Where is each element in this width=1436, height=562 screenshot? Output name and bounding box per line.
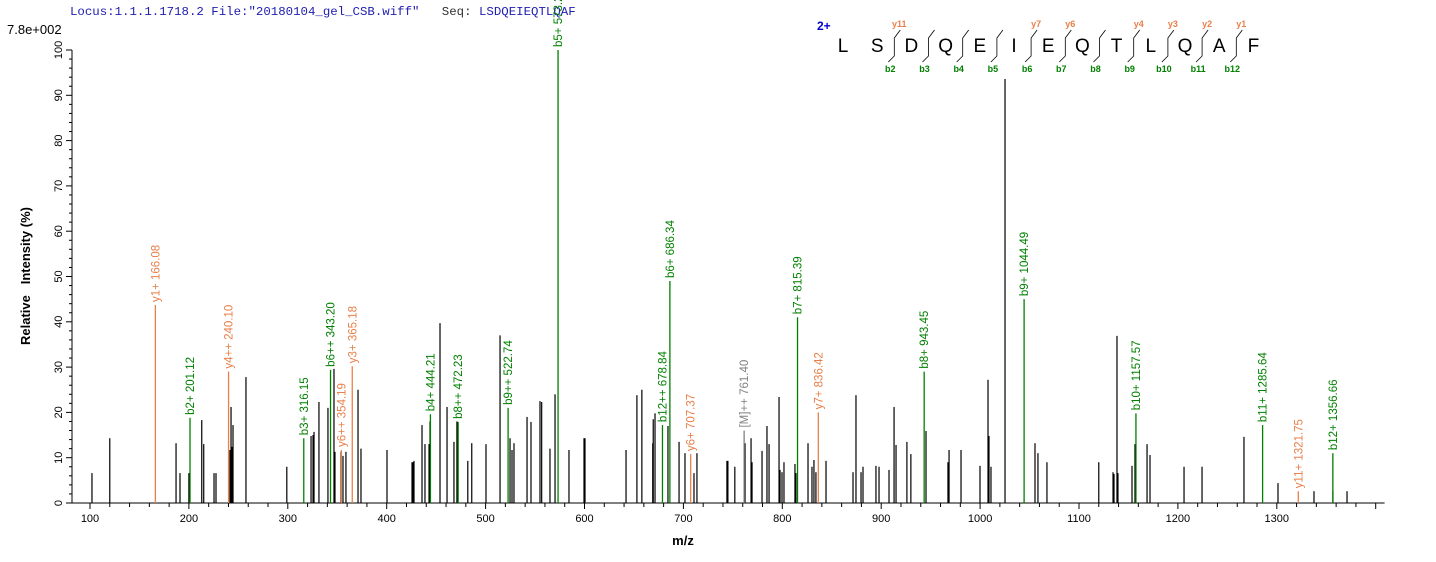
b-ion-label: b6 (1022, 64, 1033, 74)
y-ion-label: y4 (1134, 19, 1144, 29)
fragment-marker (922, 29, 935, 63)
peak-label: b10+ 1157.57 (1131, 340, 1143, 410)
x-tick-label: 1200 (1166, 513, 1190, 525)
b-ion-label: b10 (1156, 64, 1172, 74)
sequence-residue: Q (1178, 36, 1193, 57)
peak-label: b3+ 316.15 (299, 377, 311, 435)
fragment-marker (1093, 29, 1106, 63)
y-ion-label: y7 (1031, 19, 1041, 29)
spectrum-header: Locus:1.1.1.1718.2 File:"20180104_gel_CS… (70, 5, 576, 19)
sequence-residue: A (1213, 36, 1226, 57)
y-tick-label: 40 (53, 316, 65, 328)
peak-label: b9+ 1044.49 (1019, 232, 1031, 296)
y-tick-label: 0 (53, 500, 65, 506)
y-axis-label: Relative Intensity (%) (18, 207, 33, 345)
x-tick-label: 800 (773, 513, 791, 525)
intensity-scale-label: 7.8e+002 (7, 22, 62, 37)
y-ion-label: y1 (1236, 19, 1246, 29)
x-tick-label: 700 (674, 513, 692, 525)
x-tick-label: 200 (180, 513, 198, 525)
peak-label: b12++ 678.84 (657, 350, 669, 422)
y-ion-label: y2 (1202, 19, 1212, 29)
peak-label: y1+ 166.08 (150, 245, 162, 302)
x-axis-label: m/z (672, 533, 694, 548)
fragment-marker (1059, 29, 1072, 63)
sequence-residue: E (1042, 36, 1055, 57)
peak-label: b8+ 943.45 (919, 311, 931, 369)
y-tick-label: 90 (53, 89, 65, 101)
x-tick-label: 600 (575, 513, 593, 525)
fragment-marker (888, 29, 901, 63)
sequence-residue: L (1146, 36, 1157, 57)
peak-label: y6+ 707.37 (686, 394, 698, 451)
y-tick-label: 30 (53, 361, 65, 373)
b-ion-label: b5 (988, 64, 999, 74)
b-ion-label: b11 (1191, 64, 1206, 74)
y-tick-label: 60 (53, 225, 65, 237)
peak-label: b9++ 522.74 (503, 340, 515, 405)
peak-label: y11+ 1321.75 (1293, 419, 1305, 488)
seq-label: Seq: (441, 5, 472, 19)
peak-label: b5+ 573.26 (553, 0, 565, 47)
peak-label: b2+ 201.12 (185, 357, 197, 415)
y-tick-label: 20 (53, 406, 65, 418)
sequence-residue: T (1111, 36, 1123, 57)
sequence-residue: F (1248, 36, 1260, 57)
sequence-residue: Q (938, 36, 953, 57)
fragment-marker (1161, 29, 1175, 63)
x-tick-label: 1300 (1265, 513, 1289, 525)
b-ion-label: b12 (1225, 64, 1241, 74)
peak-label: y3+ 365.18 (347, 306, 359, 363)
b-ion-label: b2 (885, 64, 896, 74)
y-tick-label: 50 (53, 270, 65, 282)
fragment-marker (990, 29, 1004, 63)
y-tick-label: 80 (53, 134, 65, 146)
x-tick-label: 500 (476, 513, 494, 525)
peak-label: b6++ 343.20 (326, 302, 338, 367)
file-text: File:"20180104_gel_CSB.wiff" (211, 5, 420, 19)
locus-text: Locus:1.1.1.1718.2 (70, 5, 204, 19)
b-ion-label: b4 (953, 64, 964, 74)
fragment-marker (956, 29, 970, 63)
peak-label: b8++ 472.23 (453, 354, 465, 419)
fragment-marker (1230, 29, 1243, 63)
peak-label: y7+ 836.42 (813, 352, 825, 409)
peak-label: y4++ 240.10 (224, 305, 236, 369)
fragment-marker (1127, 29, 1141, 63)
y-ion-label: y11 (892, 19, 907, 29)
y-tick-label: 10 (53, 452, 65, 464)
x-tick-label: 900 (872, 513, 890, 525)
seq-value: LSDQEIEQTLQAF (478, 5, 576, 19)
b-ion-label: b3 (919, 64, 930, 74)
x-tick-label: 300 (279, 513, 297, 525)
b-ion-label: b7 (1056, 64, 1067, 74)
b-ion-label: b9 (1124, 64, 1135, 74)
x-tick-label: 100 (81, 513, 99, 525)
fragment-marker (1195, 29, 1209, 63)
y-ion-label: y3 (1168, 19, 1178, 29)
sequence-residue: Q (1075, 36, 1090, 57)
y-ion-label: y6 (1065, 19, 1075, 29)
peak-label: b11+ 1285.64 (1258, 352, 1270, 422)
sequence-residue: L (838, 36, 849, 57)
sequence-residue: I (1011, 36, 1016, 57)
peak-label: b12+ 1356.66 (1328, 379, 1340, 450)
y-tick-label: 100 (53, 41, 65, 59)
x-tick-label: 1000 (968, 513, 992, 525)
sequence-residue: D (905, 36, 919, 57)
x-tick-label: 400 (378, 513, 396, 525)
sequence-residue: S (871, 36, 884, 57)
peak-label: b6+ 686.34 (665, 220, 677, 278)
x-tick-label: 1100 (1067, 513, 1091, 525)
peak-label: [M]++ 761.40 (739, 360, 751, 428)
y-tick-label: 70 (53, 180, 65, 192)
charge-state: 2+ (817, 19, 831, 33)
peak-label: b7+ 815.39 (793, 256, 805, 314)
sequence-residue: E (973, 36, 986, 57)
b-ion-label: b8 (1090, 64, 1101, 74)
peak-label: y6++ 354.19 (336, 383, 348, 447)
peak-label: b4+ 444.21 (425, 353, 437, 411)
fragment-marker (1024, 29, 1038, 63)
